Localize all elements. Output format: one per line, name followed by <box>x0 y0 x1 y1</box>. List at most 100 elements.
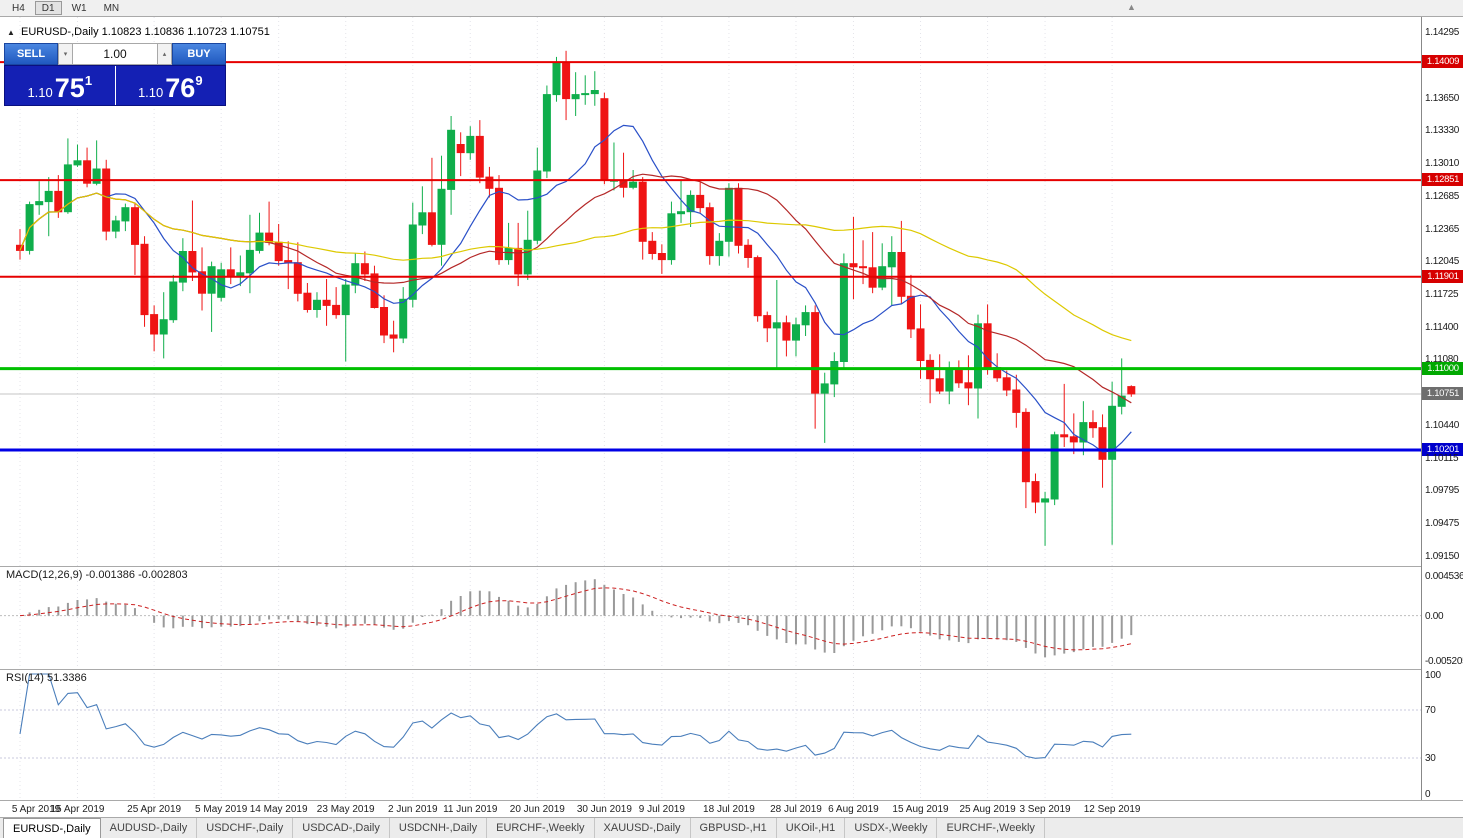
price-axis-label: 1.11080 <box>1425 354 1459 366</box>
date-axis-label: 23 May 2019 <box>316 804 375 815</box>
candle-body <box>245 249 254 274</box>
timeframe-button-h4[interactable]: H4 <box>12 2 25 14</box>
candle-body <box>772 322 781 329</box>
sell-button[interactable]: SELL <box>4 43 58 65</box>
chart-tab-gbpusd-h1[interactable]: GBPUSD-,H1 <box>690 818 777 838</box>
candle-body <box>178 251 187 283</box>
date-axis-label: 14 May 2019 <box>249 804 308 815</box>
candle-body <box>495 187 503 261</box>
candle-body <box>111 220 120 232</box>
candle-body <box>1089 422 1097 429</box>
candle-body <box>121 207 130 222</box>
chart-tab-usdx-weekly[interactable]: USDX-,Weekly <box>845 818 938 838</box>
chart-tab-eurchf-weekly[interactable]: EURCHF-,Weekly <box>487 818 595 838</box>
chart-shift-icon[interactable]: ▲ <box>1127 2 1136 12</box>
candle-body <box>313 299 321 310</box>
chart-tab-usdcnh-daily[interactable]: USDCNH-,Daily <box>389 818 488 838</box>
macd-main-value: -0.001386 <box>85 569 136 581</box>
macd-indicator-label: MACD(12,26,9) -0.001386 -0.002803 <box>6 569 188 581</box>
candle-body <box>677 211 685 215</box>
price-chart-canvas[interactable] <box>0 0 1421 800</box>
candle-body <box>744 244 753 259</box>
timeframe-button-w1[interactable]: W1 <box>71 2 87 14</box>
price-level-label: 1.10751 <box>1422 386 1463 400</box>
moving-average-50 <box>19 192 1132 342</box>
candle-body <box>801 312 810 326</box>
chart-tab-eurusd-daily[interactable]: EURUSD-,Daily <box>3 818 101 838</box>
candle-body <box>169 281 178 321</box>
candle-body <box>188 251 197 273</box>
price-level-label: 1.11901 <box>1422 269 1463 283</box>
price-axis-label: 1.09795 <box>1425 485 1460 497</box>
rsi-panel-divider[interactable] <box>0 669 1463 670</box>
timeframe-button-d1[interactable]: D1 <box>34 1 62 15</box>
candle-body <box>1031 481 1040 503</box>
sell-price-display[interactable]: 1.10 75 1 <box>5 66 115 105</box>
candle-body <box>954 369 963 384</box>
price-axis-label: 1.12365 <box>1425 223 1460 235</box>
candle-body <box>370 273 379 308</box>
price-axis[interactable]: 1.14295 1.14009 1.13650 1.13330 1.13010 1.128… <box>1421 17 1463 800</box>
chart-tab-audusd-daily[interactable]: AUDUSD-,Daily <box>100 818 198 838</box>
date-axis-label: 9 Jul 2019 <box>638 804 685 815</box>
candle-body <box>16 244 24 251</box>
date-axis-label: 5 Apr 2019 <box>11 804 61 815</box>
candle-body <box>753 257 762 317</box>
rsi-axis-label: 30 <box>1425 753 1436 764</box>
macd-axis-label: -0.005205 <box>1425 656 1463 667</box>
candle-body <box>667 213 676 261</box>
buy-price-display[interactable]: 1.10 76 9 <box>114 66 226 105</box>
candle-body <box>418 212 427 226</box>
volume-decrease-button[interactable]: ▾ <box>58 43 72 65</box>
price-axis-label: 1.12685 <box>1425 190 1460 202</box>
candle-body <box>63 164 72 213</box>
date-axis-label: 25 Apr 2019 <box>127 804 182 815</box>
date-axis-label: 18 Jul 2019 <box>703 804 755 815</box>
candle-body <box>83 160 92 184</box>
timeframe-toolbar: H4 D1 W1 MN ▲ <box>0 0 1463 17</box>
date-axis[interactable]: 5 Apr 2019 15 Apr 2019 25 Apr 2019 5 May 20… <box>0 800 1463 817</box>
chart-tab-ukoil-h1[interactable]: UKOil-,H1 <box>776 818 846 838</box>
candle-body <box>533 170 542 241</box>
chart-tab-usdcad-daily[interactable]: USDCAD-,Daily <box>293 818 390 838</box>
candle-body <box>456 144 465 154</box>
candle-body <box>542 94 551 172</box>
price-axis-label: 1.14295 <box>1425 27 1460 38</box>
candle-body <box>131 207 139 245</box>
volume-increase-button[interactable]: ▴ <box>158 43 172 65</box>
price-axis-label: 1.10440 <box>1425 419 1460 431</box>
candle-body <box>648 240 657 255</box>
candle-body <box>906 295 915 330</box>
candle-body <box>360 263 369 275</box>
candle-body <box>380 307 388 336</box>
price-axis-label: 1.12045 <box>1425 256 1460 268</box>
price-axis-label: 1.13330 <box>1425 125 1460 137</box>
chart-ohlc-values: 1.10823 1.10836 1.10723 1.10751 <box>101 26 270 38</box>
candle-body <box>1079 422 1088 443</box>
collapse-panel-icon[interactable]: ▲ <box>7 28 15 37</box>
macd-panel-divider[interactable] <box>0 566 1463 567</box>
candle-body <box>1127 386 1136 395</box>
candle-body <box>408 224 417 300</box>
buy-button[interactable]: BUY <box>172 43 226 65</box>
timeframe-button-mn[interactable]: MN <box>103 2 120 14</box>
date-axis-label: 15 Apr 2019 <box>50 804 105 815</box>
sell-price-prefix: 1.10 <box>27 85 53 100</box>
candle-body <box>811 312 820 394</box>
macd-axis-label: 0.00 <box>1425 610 1444 622</box>
candle-body <box>705 207 714 257</box>
rsi-axis-label: 70 <box>1425 705 1436 716</box>
candle-body <box>945 369 954 392</box>
chart-tab-eurchf-weekly[interactable]: EURCHF-,Weekly <box>937 818 1045 838</box>
chart-tab-usdchf-daily[interactable]: USDCHF-,Daily <box>197 818 294 838</box>
candle-body <box>859 266 867 269</box>
chart-tab-xauusd-daily[interactable]: XAUUSD-,Daily <box>594 818 691 838</box>
date-axis-label: 5 May 2019 <box>195 804 248 815</box>
candle-body <box>1021 411 1030 483</box>
rsi-line <box>19 673 1132 759</box>
candle-body <box>724 187 733 242</box>
candle-body <box>485 176 494 189</box>
volume-input[interactable]: 1.00 <box>72 43 158 65</box>
candle-body <box>159 319 168 335</box>
candle-body <box>150 314 159 335</box>
